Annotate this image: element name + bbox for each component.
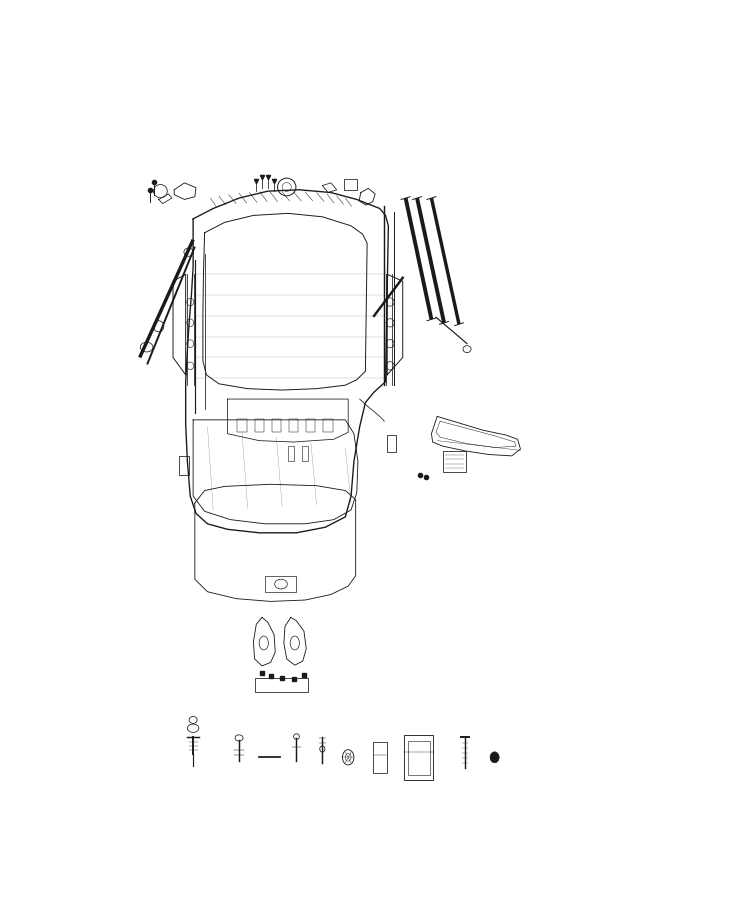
Bar (373, 742, 387, 772)
Ellipse shape (490, 752, 499, 763)
Bar (255, 678, 308, 691)
Bar (237, 419, 247, 432)
Bar (265, 577, 296, 591)
Bar (288, 446, 293, 462)
Bar (344, 179, 357, 190)
Bar (306, 419, 316, 432)
Bar (179, 456, 189, 475)
Bar (405, 735, 433, 779)
Bar (272, 419, 281, 432)
Bar (387, 435, 396, 453)
Bar (255, 419, 264, 432)
Bar (443, 451, 466, 472)
Bar (324, 419, 333, 432)
Bar (302, 446, 308, 462)
Bar (408, 741, 430, 776)
Bar (289, 419, 298, 432)
